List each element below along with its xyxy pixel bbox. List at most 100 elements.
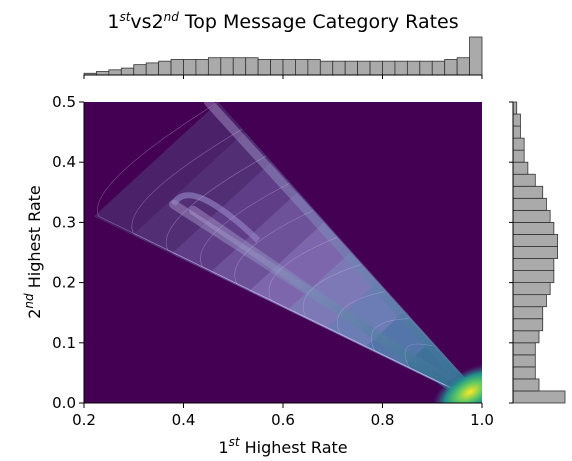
top-marginal-histogram (83, 36, 483, 76)
right-hist-bar (512, 318, 544, 332)
title-sup-2: nd (164, 10, 180, 24)
top-hist-bar (257, 59, 271, 76)
top-hist-bar (357, 60, 371, 76)
right-marginal-histogram (512, 101, 566, 404)
ylabel-pre: 2 (25, 309, 44, 319)
top-hist-bar (158, 60, 172, 76)
top-hist-bar (332, 60, 346, 76)
right-hist-bar (512, 330, 540, 344)
right-hist-bar (512, 378, 540, 392)
title-part-3: Top Message Category Rates (179, 11, 459, 33)
density-ridge (170, 192, 261, 243)
x-tick-label: 1.0 (470, 411, 494, 429)
top-hist-bar (170, 59, 184, 76)
top-hist-bar (307, 59, 321, 76)
top-hist-bar (394, 60, 408, 76)
density-ridge (203, 102, 482, 403)
contour-line (131, 128, 480, 403)
top-hist-bar (220, 57, 234, 76)
x-tick-label: 0.8 (371, 411, 395, 429)
density-peak (432, 363, 482, 403)
top-hist-bar (207, 57, 222, 76)
x-tick-label: 0.6 (271, 411, 295, 429)
top-hist-bar (145, 62, 160, 76)
density-wedge (93, 102, 482, 403)
top-hist-bar (444, 59, 458, 76)
density-ridge (188, 205, 462, 396)
y-tick-label: 0.0 (52, 394, 76, 412)
y-tick-label: 0.3 (52, 213, 76, 231)
right-hist-bar (512, 101, 518, 115)
right-hist-bar (512, 234, 558, 247)
top-hist-bar (344, 60, 359, 76)
right-hist-bar (512, 137, 525, 151)
top-hist-bar (183, 59, 197, 76)
right-hist-bar (512, 258, 555, 271)
right-hist-bar (512, 390, 566, 404)
xlabel-post: Highest Rate (240, 438, 348, 457)
right-hist-bar (512, 282, 551, 296)
right-hist-bar (512, 173, 536, 187)
top-hist-bar (295, 59, 309, 76)
top-hist-bar (120, 67, 135, 76)
top-hist-bar (245, 57, 259, 76)
right-hist-bar (512, 197, 547, 211)
x-tick-label: 0.2 (72, 411, 96, 429)
right-hist-bar (512, 246, 558, 259)
top-hist-ticks (83, 75, 483, 79)
y-tick-label: 0.4 (52, 153, 76, 171)
top-hist-bar (419, 60, 433, 76)
y-tick-label: 0.1 (52, 334, 76, 352)
contour-line (268, 237, 480, 403)
contour-line (234, 210, 480, 403)
contour-lines (97, 102, 480, 403)
x-tick-label: 0.4 (172, 411, 196, 429)
y-ticks: 0.0 0.1 0.2 0.3 0.4 0.5 (52, 93, 84, 412)
right-hist-bar (512, 125, 521, 139)
top-hist-bar (282, 59, 296, 76)
top-hist-bar (270, 59, 284, 76)
contour-line (370, 318, 480, 403)
top-hist-bar (369, 60, 383, 76)
right-hist-bar (512, 306, 544, 320)
ylabel-sup: nd (22, 293, 36, 309)
right-hist-ticks (509, 101, 513, 404)
top-hist-bar (232, 57, 247, 76)
top-hist-bar (195, 59, 209, 76)
ylabel-post: Highest Rate (25, 185, 44, 293)
y-tick-label: 0.2 (52, 274, 76, 292)
top-hist-bar (133, 64, 147, 76)
contour-line (336, 291, 480, 403)
contour-line (302, 264, 480, 403)
right-hist-bar (512, 161, 529, 175)
top-hist-bar (469, 36, 483, 76)
right-hist-bar (512, 221, 555, 235)
top-hist-bar (456, 57, 470, 76)
xlabel-sup: st (229, 435, 241, 449)
right-hist-bar (512, 366, 536, 380)
right-hist-bar (512, 149, 525, 163)
contour-line (200, 183, 480, 403)
right-hist-bar (512, 354, 536, 368)
heatmap-plot-area (84, 102, 482, 403)
contour-line (97, 102, 480, 403)
top-hist-bar (431, 60, 446, 76)
right-hist-bar (512, 113, 521, 127)
right-hist-bar (512, 270, 555, 283)
top-hist-bar (382, 60, 396, 76)
density-ridges (169, 102, 482, 403)
right-hist-bar (512, 342, 536, 356)
y-axis-label: 2nd Highest Rate (22, 185, 44, 319)
x-axis-label: 1st Highest Rate (218, 435, 347, 457)
x-ticks: 0.2 0.4 0.6 0.8 1.0 (72, 403, 494, 429)
top-hist-bar (406, 60, 421, 76)
contour-line (166, 155, 480, 403)
right-hist-bar (512, 185, 544, 199)
chart-title: 1stvs2nd Top Message Category Rates (107, 10, 458, 33)
right-hist-bar (512, 209, 551, 223)
y-tick-label: 0.5 (52, 93, 76, 111)
title-part-2: vs2 (130, 11, 163, 33)
top-hist-bar (319, 60, 334, 76)
title-sup-1: st (119, 10, 131, 24)
